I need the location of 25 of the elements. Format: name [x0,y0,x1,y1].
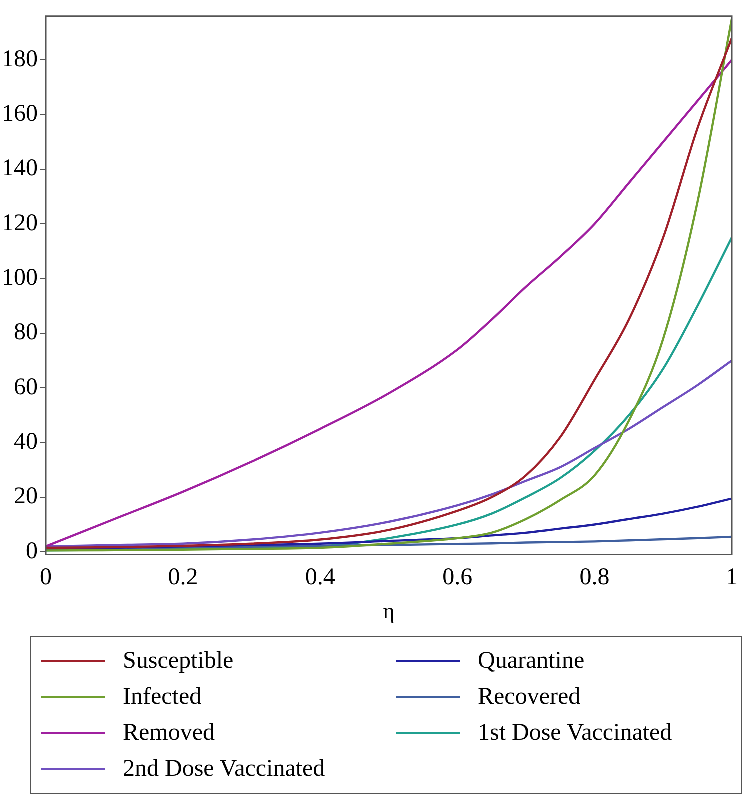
legend-label: Quarantine [478,648,585,674]
legend-label: Removed [123,720,215,746]
y-tick-label: 120 [2,210,38,236]
legend-label: Infected [123,684,202,710]
y-tick-label: 160 [2,101,38,128]
x-tick-label: 0.8 [580,564,610,590]
line-series [46,498,732,550]
y-tick-label: 60 [14,374,38,400]
legend-label: 1st Dose Vaccinated [478,720,672,746]
y-tick-label: 180 [2,46,38,72]
x-axis-title: η [383,598,395,624]
legend-label: Recovered [478,684,581,710]
line-series [46,360,732,548]
y-tick-label: 80 [14,320,38,346]
y-tick-label: 0 [26,538,38,564]
x-tick-label: 1 [726,564,738,590]
x-tick-label: 0.6 [442,564,473,590]
y-tick-label: 20 [14,484,38,510]
x-tick-label: 0.4 [305,564,336,590]
y-tick-label: 100 [2,265,38,292]
x-tick-label: 0.2 [168,564,198,590]
y-tick-label: 40 [14,429,38,456]
legend-label: Susceptible [123,648,234,674]
legend-label: 2nd Dose Vaccinated [123,756,326,782]
y-tick-label: 140 [2,156,38,182]
